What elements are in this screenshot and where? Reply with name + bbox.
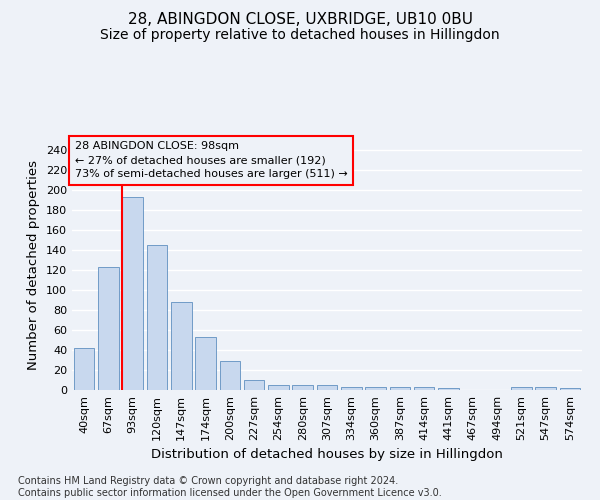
Bar (389, 387, 410, 390)
Bar (560, 388, 580, 390)
Bar (122, 197, 143, 390)
Bar (535, 387, 556, 390)
Text: Size of property relative to detached houses in Hillingdon: Size of property relative to detached ho… (100, 28, 500, 42)
Bar (268, 385, 289, 390)
X-axis label: Distribution of detached houses by size in Hillingdon: Distribution of detached houses by size … (151, 448, 503, 462)
Bar (146, 245, 167, 390)
Bar (220, 361, 240, 390)
Bar (74, 348, 94, 390)
Bar (292, 385, 313, 390)
Text: 28, ABINGDON CLOSE, UXBRIDGE, UB10 0BU: 28, ABINGDON CLOSE, UXBRIDGE, UB10 0BU (128, 12, 473, 28)
Bar (195, 337, 216, 390)
Bar (317, 385, 337, 390)
Bar (244, 380, 265, 390)
Bar (365, 387, 386, 390)
Text: 28 ABINGDON CLOSE: 98sqm
← 27% of detached houses are smaller (192)
73% of semi-: 28 ABINGDON CLOSE: 98sqm ← 27% of detach… (74, 141, 347, 180)
Text: Contains HM Land Registry data © Crown copyright and database right 2024.
Contai: Contains HM Land Registry data © Crown c… (18, 476, 442, 498)
Bar (98, 267, 119, 390)
Bar (414, 387, 434, 390)
Bar (171, 302, 191, 390)
Bar (511, 387, 532, 390)
Y-axis label: Number of detached properties: Number of detached properties (28, 160, 40, 370)
Bar (438, 388, 459, 390)
Bar (341, 387, 362, 390)
